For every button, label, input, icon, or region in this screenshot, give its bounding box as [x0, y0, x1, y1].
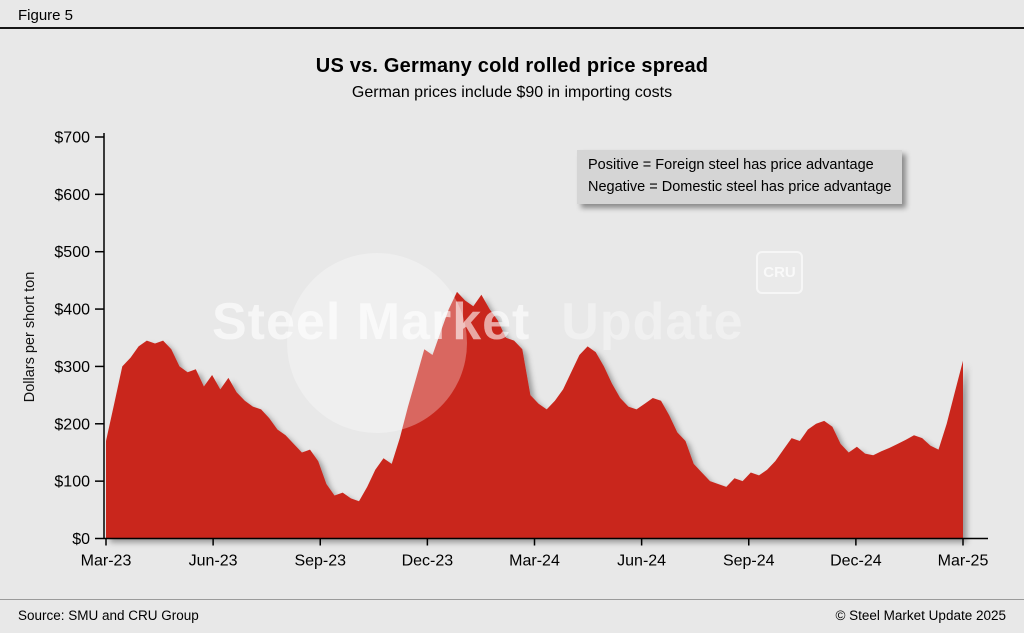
x-tick-label: Sep-24	[723, 553, 775, 570]
x-tick-label: Jun-24	[617, 553, 666, 570]
figure-label: Figure 5	[18, 7, 74, 24]
annotation-line-negative: Negative = Domestic steel has price adva…	[588, 178, 892, 195]
x-tick-label: Mar-24	[509, 553, 560, 570]
y-tick-label: $500	[54, 244, 90, 261]
y-tick-label: $200	[54, 416, 90, 433]
x-tick-label: Mar-23	[81, 553, 132, 570]
y-tick-label: $600	[54, 187, 90, 204]
annotation-line-positive: Positive = Foreign steel has price advan…	[588, 157, 874, 173]
y-tick-label: $100	[54, 474, 90, 491]
y-tick-label: $400	[54, 302, 90, 319]
copyright-text: © Steel Market Update 2025	[835, 608, 1006, 623]
price-spread-area	[106, 291, 963, 539]
x-tick-label: Dec-24	[830, 553, 882, 570]
annotation-box: Positive = Foreign steel has price advan…	[577, 150, 903, 204]
x-tick-label: Mar-25	[938, 553, 989, 570]
y-tick-label: $300	[54, 359, 90, 376]
y-tick-label: $0	[72, 531, 90, 548]
x-tick-label: Jun-23	[189, 553, 238, 570]
chart-subtitle: German prices include $90 in importing c…	[351, 84, 673, 101]
y-tick-label: $700	[54, 130, 90, 147]
x-tick-label: Dec-23	[402, 553, 454, 570]
figure-footer: Source: SMU and CRU Group © Steel Market…	[0, 599, 1024, 623]
figure-header: Figure 5	[0, 0, 1024, 29]
x-tick-label: Sep-23	[294, 553, 346, 570]
chart-title: US vs. Germany cold rolled price spread	[315, 55, 709, 77]
source-text: Source: SMU and CRU Group	[18, 608, 199, 623]
